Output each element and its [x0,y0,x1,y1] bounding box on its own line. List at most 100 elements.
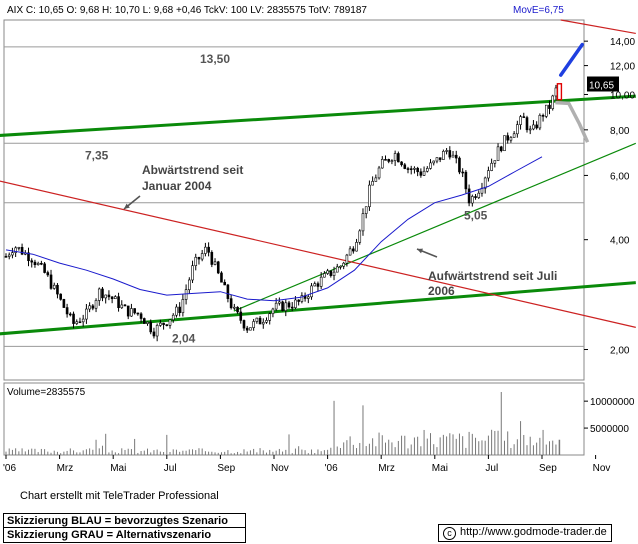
candle-body [352,248,355,252]
scenario-blue-line [559,42,584,77]
source-url: http://www.godmode-trader.de [460,526,607,538]
candle-body [200,253,204,260]
candle-body [377,167,381,179]
candle-body [442,151,445,160]
copyright-icon: c [443,527,456,540]
candle-body [474,196,477,198]
candle-body [194,256,198,266]
candle-body [454,154,458,159]
candle-body [310,285,313,298]
candle-body [339,265,342,268]
x-tick-label-3: Jul [164,463,177,474]
candle-body [522,116,526,118]
volume-layer: 10000000 5000000 [5,392,635,455]
candle-body [548,104,551,109]
trendline-green-up [233,142,637,312]
candle-body [471,196,474,204]
candle-body [519,116,522,125]
moving-average-line [5,156,543,302]
level-label-1: 7,35 [85,148,109,162]
candle-body [419,171,423,176]
candle-body [245,327,249,331]
x-axis: '06MrzMaiJulSepNov'06MrzMaiJulSepNov'07M… [3,455,610,474]
candle-body [319,276,323,287]
x-tick-label-5: Nov [271,463,289,474]
chart-canvas: 14,00 12,00 10,00 8,00 6,00 4,00 2,00 10,65 '06… [0,5,637,474]
y-tick-label-3: 8,00 [610,126,630,137]
candle-body [358,230,362,243]
plot-frame [3,19,585,381]
candle-body [255,317,259,322]
candle-body [274,302,278,310]
annotation-uptrend-line2: 2006 [428,284,455,298]
candle-body [17,247,21,249]
candle-body [528,128,532,131]
candle-body [400,161,403,166]
source-link[interactable]: c http://www.godmode-trader.de [438,524,612,542]
candle-body [191,265,194,281]
candle-body [323,273,326,278]
level-label-2: 5,05 [464,209,488,223]
y-tick-label-6: 2,00 [610,346,630,357]
candle-body [72,313,75,324]
candle-body [284,302,288,311]
candle-body [329,270,333,276]
y-tick-label-5: 4,00 [610,236,630,247]
candle-body [432,160,436,164]
candle-body [503,135,506,152]
candle-body [348,248,352,256]
y-tick-label-0: 14,00 [610,37,635,48]
candle-body [233,306,236,309]
candle-body [49,274,53,289]
candle-body [210,251,214,265]
candle-body [33,261,37,266]
candle-body [216,261,220,274]
candle-body [178,306,181,314]
annotation-uptrend-line1: Aufwärtstrend seit Juli [428,269,557,283]
y-tick-label-4: 6,00 [610,171,630,182]
candle-body [65,307,69,315]
candle-body [239,311,243,321]
candle-body [97,288,101,301]
candle-body [110,296,114,300]
volume-label: Volume=2835575 [7,387,86,398]
scenario-grey-line [555,100,590,143]
candle-body [149,321,153,333]
candle-body [36,262,40,266]
x-tick-label-6: '06 [325,463,338,474]
chart-credit: Chart erstellt mit TeleTrader Profession… [20,490,219,502]
candle-body [532,124,535,130]
x-tick-label-2: Mai [110,463,126,474]
candle-body [461,171,464,174]
candle-body [69,313,72,316]
candle-body [120,304,124,309]
candle-body [46,272,50,276]
candle-body [204,246,207,254]
candle-body [104,294,107,299]
candle-body [487,170,490,179]
candle-body [448,150,452,158]
candle-body [538,114,542,129]
candle-body [355,242,358,252]
candle-body [101,288,104,299]
candle-body [403,164,407,169]
y-axis: 14,00 12,00 10,00 8,00 6,00 4,00 2,00 10,65 [584,37,635,357]
candle-body [107,294,111,298]
candle-body [52,284,56,289]
y-tick-label-1: 12,00 [610,62,635,73]
candle-body [422,170,426,176]
candle-body [499,146,503,152]
candle-body [290,306,294,309]
candle-body [171,314,175,321]
candle-body [397,153,400,163]
candle-body [40,262,43,265]
candle-body [316,283,320,287]
trendline-green-lower [0,281,636,336]
grid-layer [4,46,584,347]
candle-body [300,295,304,302]
scenario-layer [123,42,590,258]
candle-body [458,157,461,173]
arrow-uptrend-head [417,248,423,254]
candle-body [390,160,394,162]
